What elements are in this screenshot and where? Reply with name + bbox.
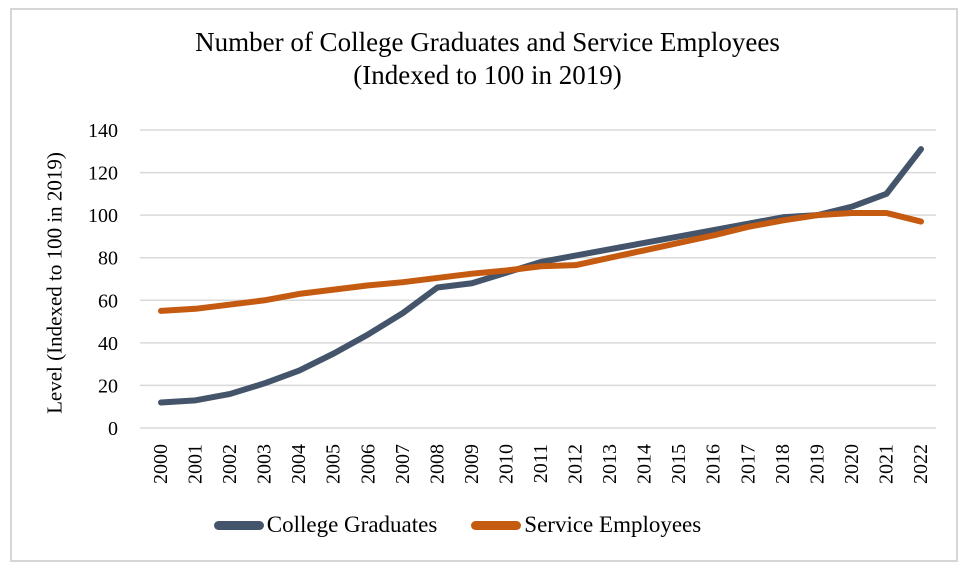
y-tick-label-80: 80 [98, 248, 118, 270]
x-tick-label-2008: 2008 [426, 444, 448, 484]
x-tick-label-2001: 2001 [185, 444, 207, 484]
y-tick-label-140: 140 [88, 120, 118, 142]
chart-title-line2: (Indexed to 100 in 2019) [353, 60, 622, 90]
x-tick-label-2004: 2004 [288, 444, 310, 484]
x-tick-label-2009: 2009 [461, 444, 483, 484]
x-tick-label-2017: 2017 [737, 444, 759, 484]
y-tick-label-0: 0 [108, 418, 118, 440]
y-tick-label-120: 120 [88, 163, 118, 185]
legend-label-college-graduates: College Graduates [266, 512, 438, 537]
x-tick-label-2015: 2015 [668, 444, 690, 484]
x-tick-label-2006: 2006 [357, 444, 379, 484]
x-tick-label-2002: 2002 [219, 444, 241, 484]
college-graduates-line [158, 146, 924, 406]
x-tick-label-2012: 2012 [565, 444, 587, 484]
y-tick-label-40: 40 [98, 333, 118, 355]
y-tick-label-100: 100 [88, 205, 118, 227]
service-employees-line-swatch [471, 520, 522, 530]
x-tick-label-2020: 2020 [841, 444, 863, 484]
legend-label-service-employees: Service Employees [524, 512, 702, 537]
chart-title: Number of College Graduates and Service … [0, 26, 975, 92]
y-tick-label-20: 20 [98, 375, 118, 397]
x-tick-label-2003: 2003 [254, 444, 276, 484]
x-tick-label-2021: 2021 [875, 444, 897, 484]
x-tick-label-2016: 2016 [703, 444, 725, 484]
x-tick-label-2011: 2011 [530, 444, 552, 483]
legend-item-service-employees: Service Employees [471, 512, 701, 538]
x-tick-label-2013: 2013 [599, 444, 621, 484]
x-tick-label-2014: 2014 [634, 444, 656, 484]
x-tick-label-2022: 2022 [910, 444, 932, 484]
legend: College Graduates Service Employees [0, 512, 945, 538]
service-employees-line [158, 210, 924, 314]
chart-title-line1: Number of College Graduates and Service … [195, 27, 780, 57]
college-graduates-line-swatch [213, 520, 264, 530]
chart-frame [10, 8, 958, 562]
y-tick-label-60: 60 [98, 290, 118, 312]
legend-item-college-graduates: College Graduates [213, 512, 438, 538]
x-tick-label-2018: 2018 [772, 444, 794, 484]
x-tick-label-2010: 2010 [495, 444, 517, 484]
x-tick-label-2005: 2005 [323, 444, 345, 484]
x-tick-label-2019: 2019 [806, 444, 828, 484]
x-tick-label-2007: 2007 [392, 444, 414, 484]
x-tick-label-2000: 2000 [150, 444, 172, 484]
